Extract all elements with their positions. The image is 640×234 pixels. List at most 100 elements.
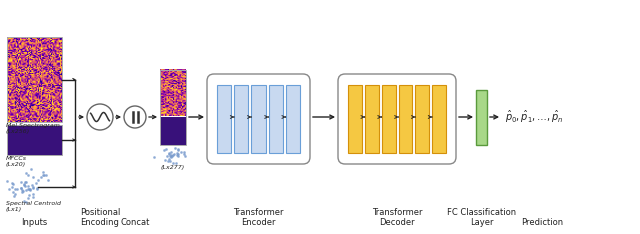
Point: [10, 192, 20, 196]
Point: [173, 148, 183, 151]
Text: (Lx277): (Lx277): [161, 165, 185, 170]
Point: [33, 187, 43, 190]
Point: [19, 183, 29, 186]
Point: [166, 154, 177, 157]
Point: [180, 154, 190, 158]
Bar: [160, 70, 186, 145]
Point: [17, 188, 28, 192]
Point: [20, 172, 31, 175]
Point: [21, 200, 31, 204]
Point: [172, 151, 182, 155]
Circle shape: [87, 104, 113, 130]
Point: [19, 199, 29, 203]
Bar: [432, 85, 446, 153]
Point: [161, 147, 171, 150]
Point: [172, 153, 182, 156]
Text: Transformer
Encoder: Transformer Encoder: [233, 208, 284, 227]
Bar: [252, 85, 266, 153]
Point: [22, 173, 33, 177]
Point: [41, 174, 51, 177]
Point: [8, 190, 18, 194]
FancyBboxPatch shape: [207, 74, 310, 164]
Point: [20, 180, 30, 183]
Point: [162, 154, 172, 158]
Point: [7, 181, 17, 185]
Bar: [160, 117, 186, 145]
Text: Prediction: Prediction: [521, 218, 563, 227]
Point: [163, 157, 173, 161]
Point: [179, 153, 189, 156]
Point: [43, 178, 53, 182]
Bar: [286, 85, 300, 153]
Point: [32, 186, 42, 190]
Text: Inputs: Inputs: [21, 218, 47, 227]
Point: [16, 186, 26, 190]
Point: [173, 147, 183, 151]
Point: [166, 153, 176, 157]
Point: [28, 195, 38, 198]
Point: [17, 190, 27, 194]
Point: [26, 167, 36, 171]
Point: [175, 150, 186, 154]
Point: [31, 181, 41, 184]
Point: [28, 193, 38, 196]
Bar: [365, 85, 379, 153]
Point: [168, 153, 179, 156]
Point: [173, 152, 183, 156]
Bar: [234, 85, 248, 153]
Point: [19, 184, 29, 188]
Point: [23, 184, 33, 188]
Point: [160, 158, 170, 162]
Bar: [415, 85, 429, 153]
Point: [24, 187, 35, 191]
Point: [26, 188, 36, 192]
FancyBboxPatch shape: [338, 74, 456, 164]
Point: [179, 150, 189, 154]
Point: [19, 183, 29, 187]
Text: Concat: Concat: [120, 218, 150, 227]
Point: [36, 175, 46, 179]
Text: $\hat{p}_0, \hat{p}_1, \ldots, \hat{p}_n$: $\hat{p}_0, \hat{p}_1, \ldots, \hat{p}_n…: [505, 109, 564, 125]
Point: [168, 161, 178, 165]
Point: [33, 178, 43, 182]
Point: [10, 187, 20, 190]
Point: [171, 161, 181, 165]
Point: [159, 148, 169, 152]
Point: [26, 183, 36, 187]
Point: [28, 176, 38, 179]
Point: [164, 152, 174, 155]
Point: [28, 185, 38, 189]
Bar: [217, 85, 231, 153]
Point: [28, 186, 38, 190]
Point: [4, 187, 15, 190]
Point: [20, 188, 31, 192]
Point: [21, 180, 31, 183]
Text: Transformer
Decoder: Transformer Decoder: [372, 208, 422, 227]
Point: [24, 194, 34, 197]
Text: Mel Spectrogram
(Lx256): Mel Spectrogram (Lx256): [6, 123, 60, 134]
Point: [173, 154, 183, 158]
Point: [39, 173, 49, 177]
Point: [170, 146, 180, 150]
Point: [18, 189, 28, 193]
Text: Positional
Encoding: Positional Encoding: [80, 208, 120, 227]
Point: [38, 173, 48, 177]
Point: [164, 154, 175, 158]
Text: FC Classification
Layer: FC Classification Layer: [447, 208, 516, 227]
Point: [6, 186, 17, 189]
Point: [168, 153, 178, 156]
Point: [163, 159, 173, 163]
Point: [23, 188, 33, 191]
Point: [9, 194, 19, 198]
Point: [16, 186, 26, 190]
Bar: [399, 85, 412, 153]
Point: [12, 187, 22, 191]
Bar: [348, 85, 362, 153]
Point: [26, 187, 36, 191]
Point: [166, 150, 176, 154]
Bar: [7, 125, 62, 155]
Bar: [269, 85, 283, 153]
Point: [164, 159, 175, 163]
Point: [16, 180, 26, 184]
Point: [8, 182, 19, 186]
